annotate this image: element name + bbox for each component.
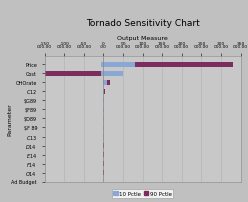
Bar [103, 98, 104, 104]
Bar [103, 107, 104, 113]
X-axis label: Output Measure: Output Measure [117, 36, 168, 41]
Bar [103, 125, 104, 130]
Y-axis label: Parameter: Parameter [7, 103, 12, 136]
Bar [103, 80, 107, 86]
Bar [103, 98, 104, 104]
Bar [45, 71, 107, 77]
Bar [105, 80, 110, 86]
Bar [103, 107, 104, 113]
Bar [101, 71, 123, 77]
Bar [104, 89, 105, 95]
Bar [103, 125, 104, 130]
Legend: 10 Pctle, 90 Pctle: 10 Pctle, 90 Pctle [112, 189, 174, 198]
Bar [103, 116, 104, 122]
Bar [123, 62, 233, 68]
Bar [101, 62, 135, 68]
Title: Tornado Sensitivity Chart: Tornado Sensitivity Chart [86, 19, 199, 28]
Bar [103, 116, 104, 122]
Bar [103, 89, 104, 95]
